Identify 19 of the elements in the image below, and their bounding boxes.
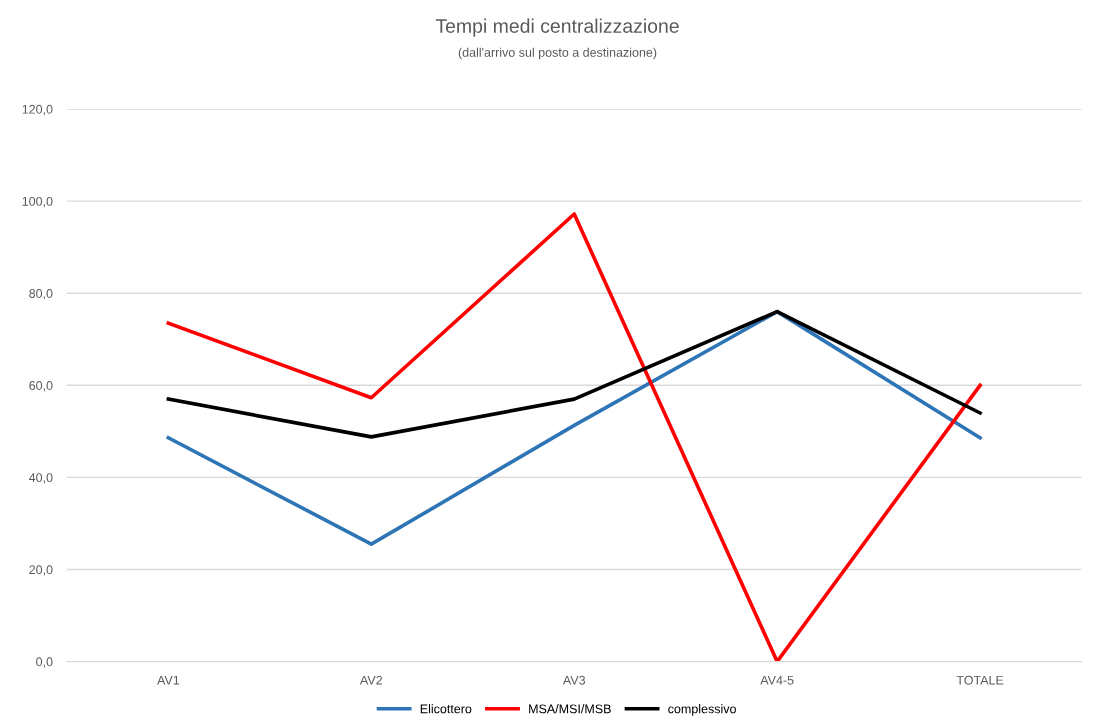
y-tick-label: 80,0 bbox=[29, 289, 53, 300]
y-tick-label: 100,0 bbox=[22, 196, 53, 208]
line-series bbox=[166, 212, 982, 662]
x-tick-label: AV4-5 bbox=[760, 675, 794, 685]
y-tick-label: 20,0 bbox=[29, 565, 53, 576]
y-tick-label: 60,0 bbox=[29, 381, 53, 392]
y-tick-label: 120,0 bbox=[22, 104, 53, 116]
x-tick-label: AV1 bbox=[157, 675, 180, 685]
line-series bbox=[166, 309, 982, 439]
legend-label: MSA/MSI/MSB bbox=[529, 704, 611, 714]
y-tick-label: 0,0 bbox=[36, 657, 53, 668]
legend-label: Elicottero bbox=[420, 704, 472, 714]
x-tick-label: AV2 bbox=[359, 675, 383, 685]
x-tick-label: AV3 bbox=[562, 675, 586, 685]
y-tick-label: 40,0 bbox=[28, 473, 53, 484]
chart-subtitle: (dall'arrivo sul posto a destinazione) bbox=[458, 47, 657, 60]
x-tick-label: TOTALE bbox=[956, 675, 1004, 685]
chart-title: Tempi medi centralizzazione bbox=[435, 18, 679, 37]
legend-label: complessivo bbox=[668, 704, 736, 716]
